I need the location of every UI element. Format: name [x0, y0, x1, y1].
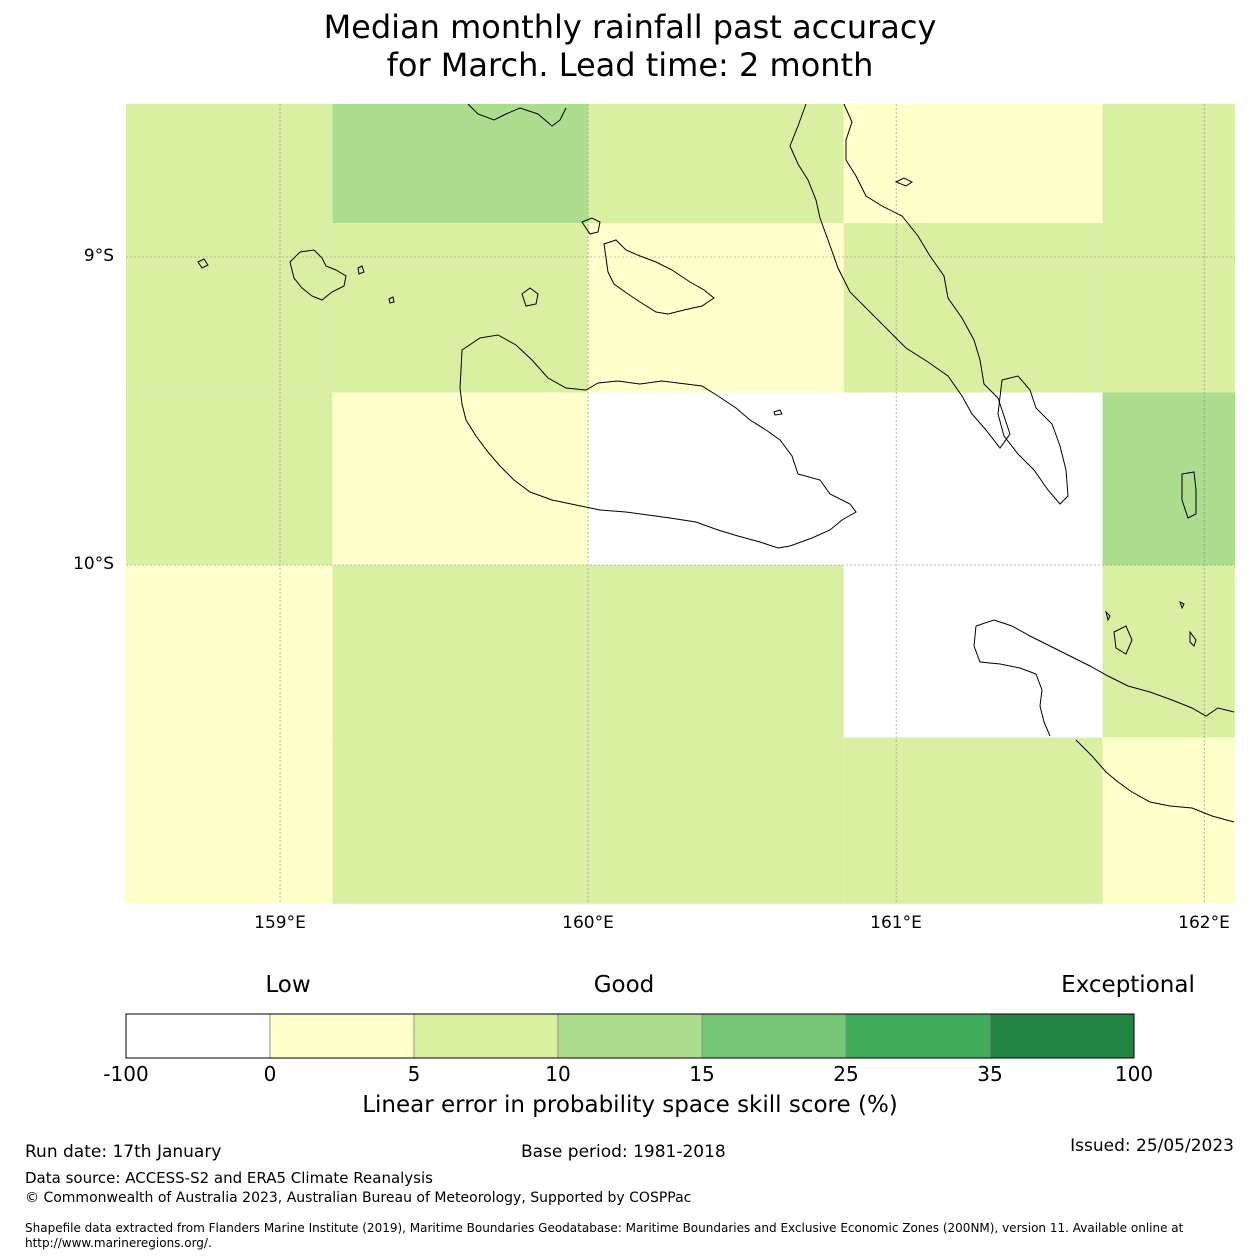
coastline-islet [1189, 630, 1197, 647]
colorbar-title: Linear error in probability space skill … [362, 1092, 898, 1118]
category-good: Good [593, 972, 655, 998]
colorbar-segment [701, 1013, 847, 1059]
coastline-islet [894, 177, 913, 187]
coastline-small-malaita [997, 375, 1069, 505]
colorbar-tick: 0 [263, 1062, 277, 1086]
skill-grid-cells [126, 104, 1235, 904]
coastline-islet [197, 258, 209, 269]
skill-cell [588, 737, 844, 904]
skill-cell [332, 104, 589, 224]
skill-cell [332, 223, 589, 393]
lon-label-161e: 161°E [870, 913, 922, 933]
colorbar-tick: 25 [833, 1062, 859, 1086]
lon-label-159e: 159°E [254, 913, 306, 933]
skill-cell [1102, 223, 1235, 393]
coastline-makira [973, 619, 1235, 737]
coastline-santa-isabel [467, 103, 567, 127]
graticule [126, 104, 1235, 904]
colorbar-tick: 15 [689, 1062, 715, 1086]
skill-cell [126, 565, 333, 738]
skill-cell [332, 737, 589, 904]
coastline-guadalcanal [459, 334, 857, 549]
colorbar-tick: 5 [407, 1062, 421, 1086]
skill-cell [1102, 104, 1235, 224]
coastline-islet [1105, 610, 1111, 622]
title-line-2: for March. Lead time: 2 month [386, 46, 874, 84]
colorbar-outline [125, 1013, 1135, 1059]
skill-cell [588, 104, 844, 224]
colorbar-segment [989, 1013, 1135, 1059]
colorbar-segment [557, 1013, 703, 1059]
skill-cell [1102, 565, 1235, 738]
skill-cell [126, 223, 333, 393]
lat-label-9s: 9°S [83, 246, 114, 266]
lon-label-162e: 162°E [1178, 913, 1230, 933]
colorbar-segment [845, 1013, 991, 1059]
coastline-islet [388, 296, 395, 304]
skill-cell [588, 392, 844, 565]
colorbar-segment [269, 1013, 415, 1059]
colorbar-tick: -100 [103, 1062, 149, 1086]
shapefile-credit: Shapefile data extracted from Flanders M… [25, 1221, 1184, 1250]
copyright: © Commonwealth of Australia 2023, Austra… [25, 1190, 692, 1206]
colorbar-tick: 100 [1114, 1062, 1154, 1086]
coastline-islet [357, 265, 365, 275]
skill-cell [588, 565, 844, 738]
skill-cell [332, 565, 589, 738]
run-date: Run date: 17th January [25, 1142, 222, 1162]
colorbar-tick: 35 [977, 1062, 1003, 1086]
coastline [197, 103, 1235, 823]
coastline-ulawa [1181, 471, 1197, 519]
title-line-1: Median monthly rainfall past accuracy [323, 8, 937, 46]
colorbar-segment [125, 1013, 271, 1059]
skill-cell [1102, 392, 1235, 565]
lat-label-10s: 10°S [73, 554, 114, 574]
category-low: Low [265, 972, 311, 998]
skill-cell [843, 737, 1103, 904]
issued-date: Issued: 25/05/2023 [1070, 1136, 1234, 1156]
coastline-islet [773, 409, 783, 416]
skill-cell [843, 104, 1103, 224]
category-exceptional: Exceptional [1061, 972, 1195, 998]
colorbar-segment [413, 1013, 559, 1059]
data-source: Data source: ACCESS-S2 and ERA5 Climate … [25, 1169, 433, 1187]
skill-cell [126, 392, 333, 565]
coastline-nggela [581, 217, 715, 315]
skill-cell [126, 104, 333, 224]
colorbar-tick: 10 [545, 1062, 571, 1086]
coastline-malaita [789, 103, 1011, 449]
skill-cell [1102, 737, 1235, 904]
skill-cell [843, 565, 1103, 738]
coastline-russell [289, 249, 347, 301]
skill-cell [126, 737, 333, 904]
skill-cell [843, 223, 1103, 393]
coastline-islet [521, 287, 539, 307]
coastline-south [1075, 739, 1235, 823]
lon-label-160e: 160°E [562, 913, 614, 933]
skill-cell [588, 223, 844, 393]
skill-cell [843, 392, 1103, 565]
base-period: Base period: 1981-2018 [521, 1142, 726, 1162]
coastline-islet [1113, 625, 1133, 655]
skill-cell [332, 392, 589, 565]
coastline-islet [1179, 601, 1185, 610]
colorbar [125, 1013, 1135, 1059]
